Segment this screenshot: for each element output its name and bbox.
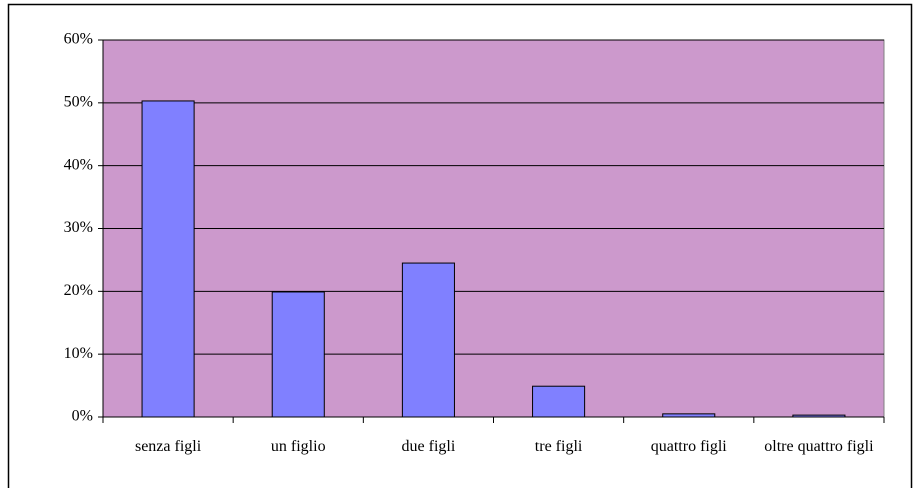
x-tick-label: due figli (401, 438, 456, 455)
x-tick-label: quattro figli (650, 438, 727, 455)
bar (141, 100, 195, 418)
y-tick-label: 20% (64, 282, 93, 299)
x-tick-label: senza figli (134, 438, 202, 455)
bar (401, 262, 455, 418)
x-tick-label: oltre quattro figli (764, 438, 874, 455)
x-tick-label: un figlio (270, 438, 326, 455)
y-tick-label: 10% (64, 345, 93, 362)
y-tick-label: 40% (64, 156, 93, 173)
bar (271, 291, 325, 418)
y-tick-label: 60% (64, 31, 93, 48)
y-tick-label: 50% (64, 94, 93, 111)
y-tick-label: 0% (72, 408, 93, 425)
bar (532, 385, 586, 418)
y-tick-label: 30% (64, 219, 93, 236)
x-tick-label: tre figli (534, 438, 583, 455)
